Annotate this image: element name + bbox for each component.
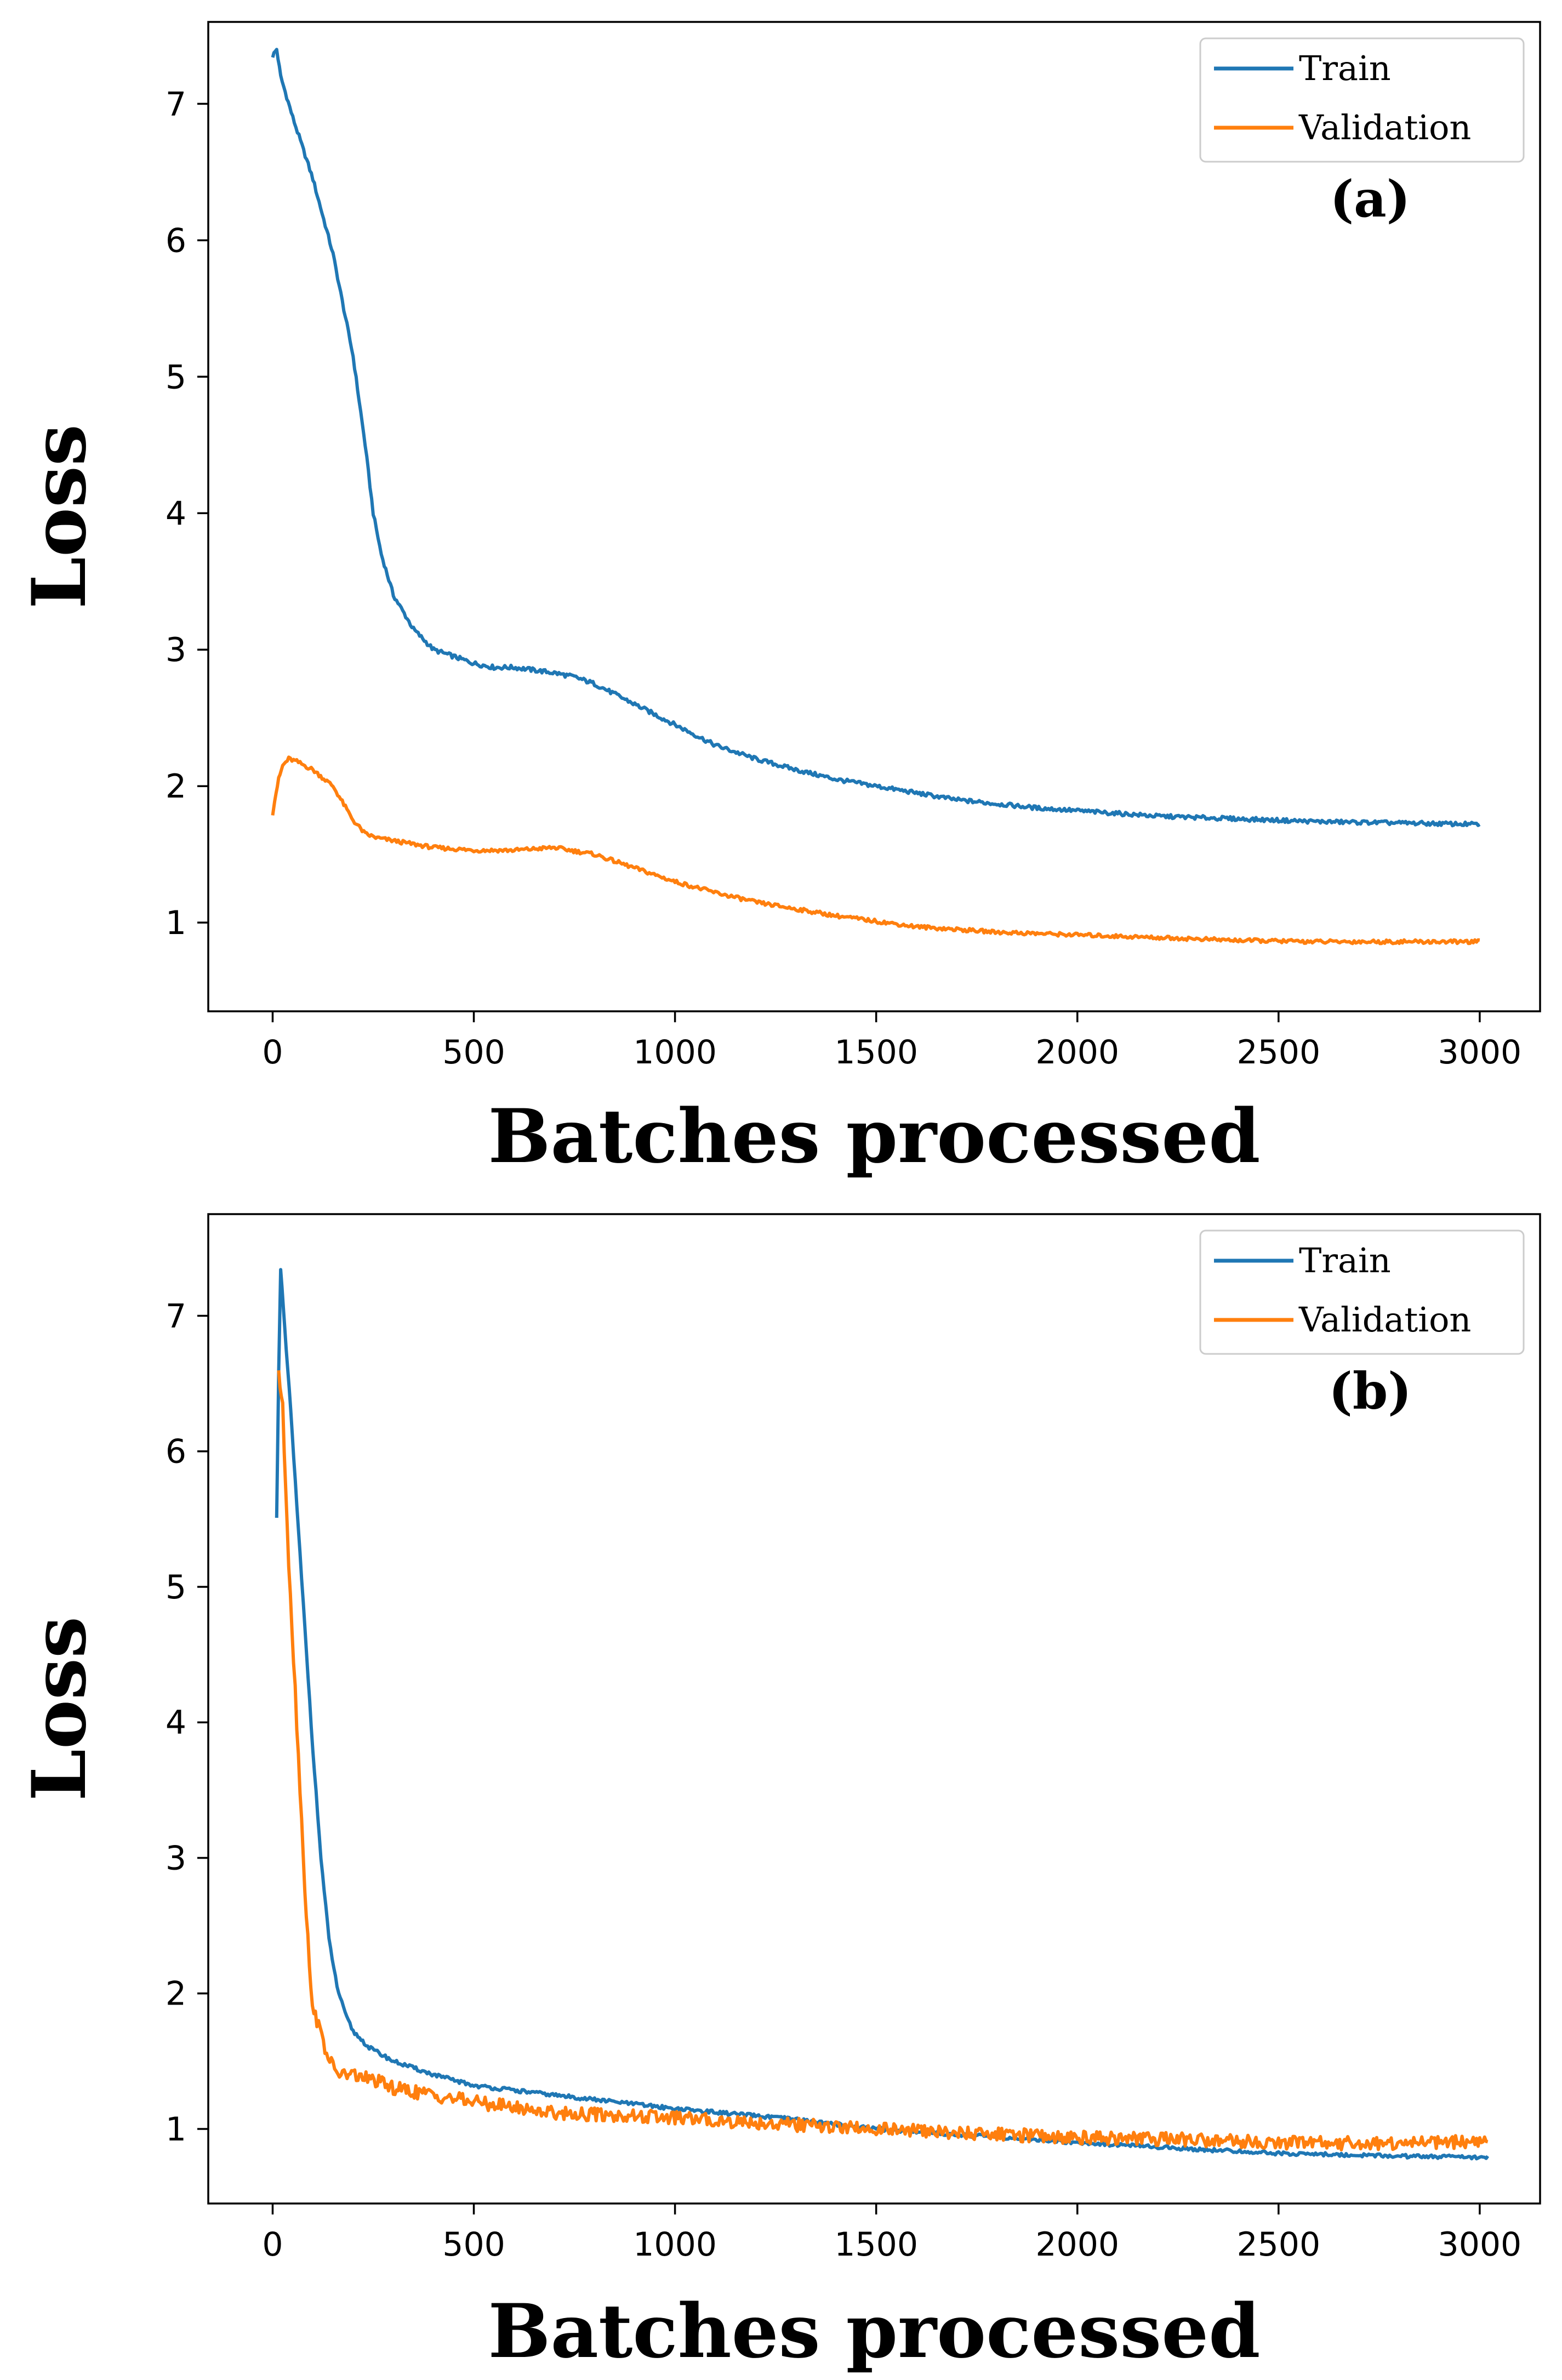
x-tick-label: 1000 (633, 2225, 717, 2264)
series-group (275, 1268, 1490, 2161)
series-line-train (275, 1268, 1490, 2161)
x-tick-label: 2500 (1236, 2225, 1320, 2264)
axes-frame (207, 1213, 1541, 2205)
x-tick-label: 2500 (1236, 1033, 1320, 1072)
chart-panel-a: 0 500 1000 1500 2000 2500 3000 1 2 3 4 5 6 7 Batches p… (15, 21, 1541, 1180)
y-tick-label: 2 (166, 767, 186, 806)
y-tick-label: 7 (166, 85, 186, 123)
series-line-validation (277, 1370, 1489, 2151)
y-tick-label: 6 (166, 1433, 186, 1471)
panel-label: (b) (1329, 1362, 1411, 1421)
y-tick-label: 7 (166, 1297, 186, 1335)
series-line-validation (271, 755, 1480, 946)
axes-frame (207, 21, 1541, 1012)
x-tick-label: 500 (442, 1033, 505, 1072)
y-axis-title: Loss (15, 424, 102, 609)
x-tick-label: 1500 (834, 1033, 918, 1072)
legend-label-train: Train (1299, 1240, 1391, 1280)
y-tick-label: 5 (166, 1568, 186, 1607)
x-tick-label: 3000 (1438, 2225, 1522, 2264)
x-axis-title: Batches processed (488, 1092, 1260, 1180)
x-tick-label: 0 (262, 2225, 283, 2264)
y-tick-label: 3 (166, 631, 186, 669)
legend: Train Validation (1199, 37, 1525, 163)
series-line-train (271, 48, 1481, 828)
x-tick-label: 1500 (834, 2225, 918, 2264)
x-axis-title: Batches processed (488, 2287, 1260, 2375)
x-tick-label: 2000 (1035, 1033, 1119, 1072)
legend-label-validation: Validation (1298, 1300, 1471, 1340)
panel-label: (a) (1330, 169, 1411, 229)
y-tick-label: 5 (166, 358, 186, 396)
y-tick-label: 2 (166, 1975, 186, 2013)
x-tick-label: 500 (442, 2225, 505, 2264)
y-tick-label: 6 (166, 221, 186, 260)
chart-panel-b: 0 500 1000 1500 2000 2500 3000 1 2 3 4 5 6 7 Batches p… (15, 1213, 1541, 2375)
x-tick-label: 1000 (633, 1033, 717, 1072)
series-group (271, 48, 1481, 946)
y-tick-label: 1 (166, 904, 186, 942)
x-tick-label: 3000 (1438, 1033, 1522, 1072)
legend-label-validation: Validation (1298, 107, 1471, 147)
x-tick-label: 2000 (1035, 2225, 1119, 2264)
y-axis-title: Loss (15, 1616, 102, 1801)
legend: Train Validation (1199, 1229, 1525, 1355)
y-tick-label: 3 (166, 1839, 186, 1877)
x-tick-label: 0 (262, 1033, 283, 1072)
y-tick-label: 4 (166, 1704, 186, 1742)
legend-label-train: Train (1299, 48, 1391, 88)
y-tick-label: 1 (166, 2110, 186, 2149)
y-tick-label: 4 (166, 494, 186, 533)
